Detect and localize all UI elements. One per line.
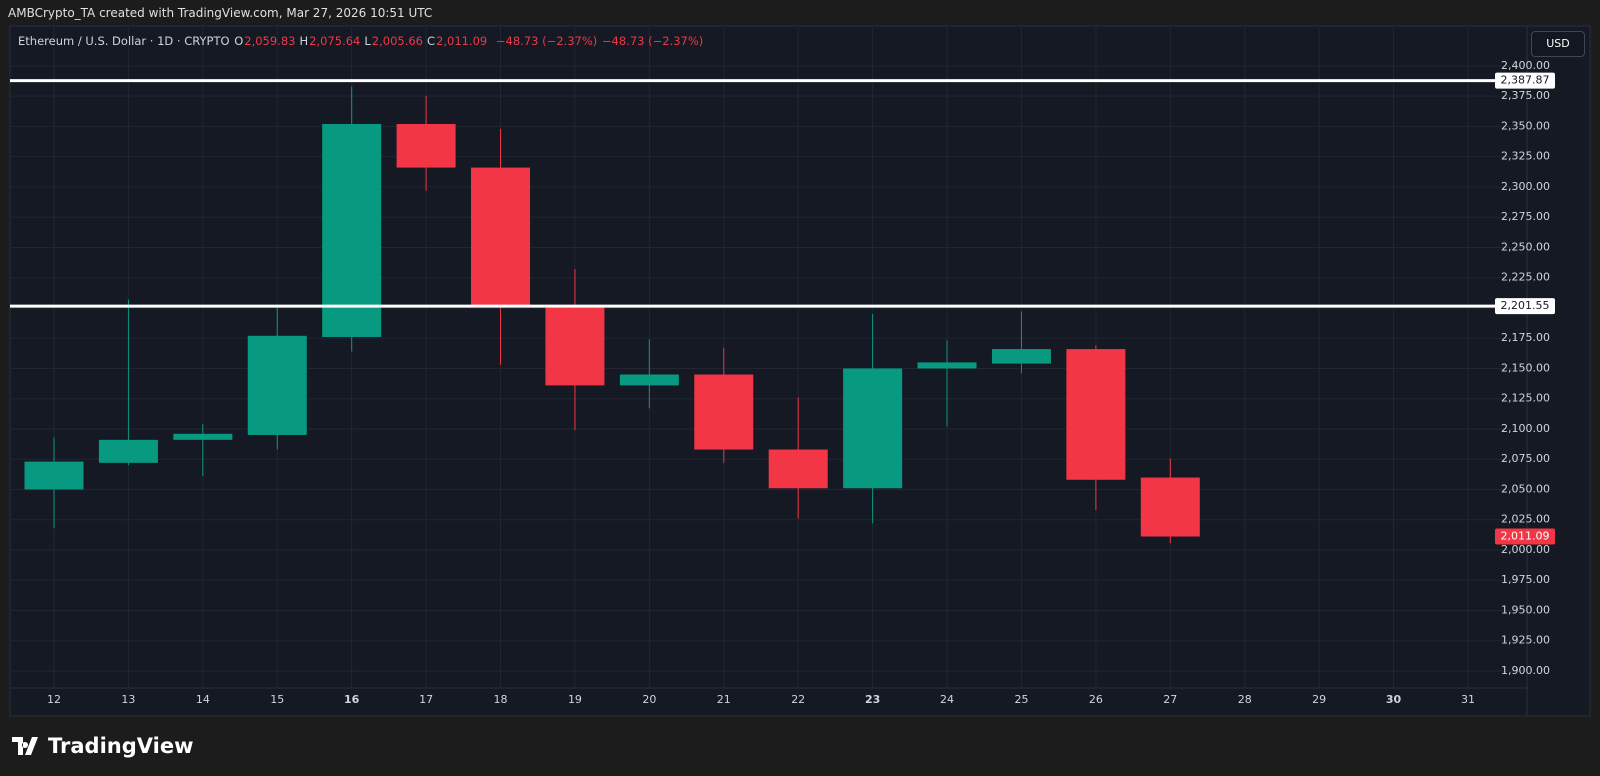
- x-tick-label: 19: [568, 693, 582, 706]
- ohlc-key: H: [299, 34, 309, 48]
- price-tag: [1495, 72, 1555, 89]
- brand-logo: [12, 737, 38, 755]
- x-tick-label: 16: [344, 693, 360, 706]
- y-tick-label: 1,900.00: [1501, 664, 1550, 677]
- y-tick-label: 2,100.00: [1501, 422, 1550, 435]
- candle-body: [694, 374, 754, 450]
- ohlc-value: 2,005.66: [371, 34, 423, 48]
- candle-body: [991, 349, 1051, 364]
- candle-body: [173, 433, 233, 440]
- change: −48.73 (−2.37%): [495, 34, 598, 48]
- last-price-label: 2,011.09: [1501, 530, 1550, 543]
- candle-body: [843, 368, 903, 489]
- x-tick-label: 28: [1238, 693, 1252, 706]
- x-tick-label: 15: [270, 693, 284, 706]
- x-tick-label: 21: [717, 693, 731, 706]
- x-tick-label: 23: [865, 693, 880, 706]
- candle-body: [98, 439, 158, 463]
- y-tick-label: 1,925.00: [1501, 634, 1550, 647]
- y-tick-label: 2,250.00: [1501, 240, 1550, 253]
- candle-body: [1140, 477, 1200, 537]
- y-tick-label: 2,150.00: [1501, 361, 1550, 374]
- y-tick-label: 2,075.00: [1501, 452, 1550, 465]
- ohlc-value: 2,075.64: [309, 34, 361, 48]
- currency-button[interactable]: USD: [1531, 31, 1585, 57]
- symbol: Ethereum / U.S. Dollar · 1D · CRYPTO: [18, 34, 230, 48]
- y-tick-label: 2,050.00: [1501, 482, 1550, 495]
- y-tick-label: 2,000.00: [1501, 543, 1550, 556]
- price-tag-label: 2,387.87: [1501, 74, 1550, 87]
- y-tick-label: 2,275.00: [1501, 210, 1550, 223]
- price-tag: [1495, 298, 1555, 315]
- legend: Ethereum / U.S. Dollar · 1D · CRYPTO O2,…: [18, 34, 704, 48]
- y-tick-label: 2,400.00: [1501, 59, 1550, 72]
- x-tick-label: 27: [1163, 693, 1177, 706]
- y-tick-label: 2,125.00: [1501, 392, 1550, 405]
- x-tick-label: 17: [419, 693, 433, 706]
- change: −48.73 (−2.37%): [601, 34, 704, 48]
- x-tick-label: 24: [940, 693, 954, 706]
- y-tick-label: 2,025.00: [1501, 513, 1550, 526]
- candle-body: [471, 167, 531, 306]
- x-tick-label: 22: [791, 693, 805, 706]
- candle-body: [545, 305, 605, 386]
- y-tick-label: 2,300.00: [1501, 180, 1550, 193]
- x-tick-label: 30: [1386, 693, 1402, 706]
- y-tick-label: 1,975.00: [1501, 573, 1550, 586]
- candle-body: [24, 461, 84, 490]
- candle-body: [917, 362, 977, 369]
- y-tick-label: 2,350.00: [1501, 119, 1550, 132]
- x-tick-label: 13: [121, 693, 135, 706]
- ohlc-value: 2,059.83: [244, 34, 296, 48]
- brand-name: TradingView: [48, 734, 194, 758]
- x-tick-label: 26: [1089, 693, 1103, 706]
- ohlc-key: O: [234, 34, 244, 48]
- y-tick-label: 2,325.00: [1501, 150, 1550, 163]
- candle-body: [322, 124, 382, 337]
- ohlc: O2,059.83 H2,075.64 L2,005.66 C2,011.09: [234, 34, 491, 48]
- x-tick-label: 18: [494, 693, 508, 706]
- x-tick-label: 25: [1014, 693, 1028, 706]
- x-tick-label: 20: [642, 693, 656, 706]
- ohlc-key: L: [364, 34, 371, 48]
- candle-body: [768, 449, 828, 489]
- price-tag-label: 2,201.55: [1501, 299, 1550, 312]
- y-tick-label: 1,950.00: [1501, 603, 1550, 616]
- x-tick-label: 31: [1461, 693, 1475, 706]
- credit: AMBCrypto_TA created with TradingView.co…: [8, 6, 433, 20]
- candle-body: [1066, 349, 1126, 480]
- last-price-tag: [1495, 528, 1555, 545]
- y-tick-label: 2,225.00: [1501, 271, 1550, 284]
- candle-body: [247, 335, 307, 435]
- y-tick-label: 2,175.00: [1501, 331, 1550, 344]
- y-tick-label: 2,375.00: [1501, 89, 1550, 102]
- ohlc-value: 2,011.09: [436, 34, 488, 48]
- candle-body: [396, 124, 456, 168]
- chart-pane: [9, 25, 1591, 717]
- brand: TradingView: [12, 734, 193, 758]
- x-tick-label: 29: [1312, 693, 1326, 706]
- x-tick-label: 14: [196, 693, 210, 706]
- x-tick-label: 12: [47, 693, 61, 706]
- ohlc-key: C: [427, 34, 436, 48]
- candle-body: [619, 374, 679, 386]
